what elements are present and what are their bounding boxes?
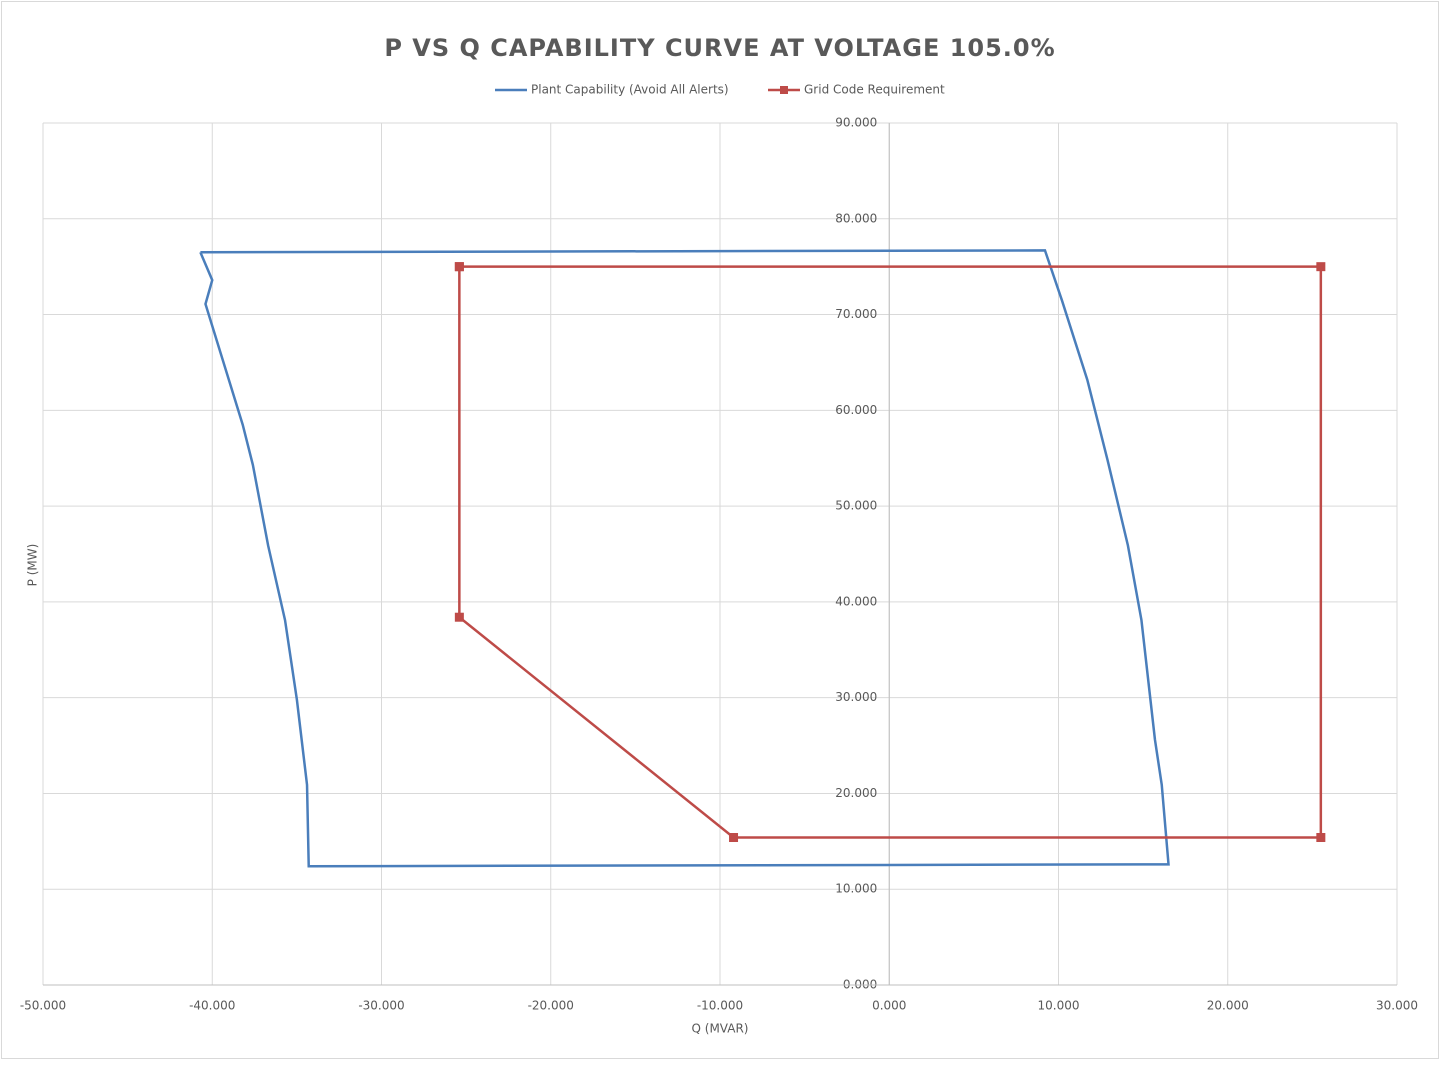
x-tick-label: 10.000 (1038, 999, 1080, 1013)
marker (1316, 262, 1326, 272)
series-line (458, 265, 1323, 839)
series-line (199, 249, 1170, 868)
y-tick-label: 80.000 (835, 211, 877, 225)
x-tick-label: -20.000 (528, 999, 574, 1013)
x-axis-label: Q (MVAR) (692, 1022, 749, 1036)
marker (454, 262, 464, 272)
y-tick-label: 40.000 (835, 594, 877, 608)
marker (729, 833, 739, 843)
y-tick-label: 20.000 (835, 786, 877, 800)
x-tick-label: -10.000 (697, 999, 743, 1013)
x-tick-label: -50.000 (20, 999, 66, 1013)
y-tick-label: 50.000 (835, 499, 877, 513)
legend-label: Grid Code Requirement (804, 83, 945, 97)
legend-label: Plant Capability (Avoid All Alerts) (531, 83, 729, 97)
x-tick-label: 20.000 (1207, 999, 1249, 1013)
y-axis-label: P (MW) (26, 544, 40, 587)
x-tick-label: 0.000 (872, 999, 906, 1013)
y-tick-label: 90.000 (835, 116, 877, 130)
y-tick-label: 10.000 (835, 882, 877, 896)
x-tick-label: 30.000 (1376, 999, 1418, 1013)
y-tick-label: 70.000 (835, 307, 877, 321)
y-tick-label: 30.000 (835, 690, 877, 704)
marker (454, 612, 464, 622)
legend-marker (780, 86, 788, 94)
chart-title: P VS Q CAPABILITY CURVE AT VOLTAGE 105.0… (384, 34, 1055, 62)
marker (1316, 833, 1326, 843)
x-tick-label: -30.000 (358, 999, 404, 1013)
x-tick-label: -40.000 (189, 999, 235, 1013)
y-tick-label: 60.000 (835, 403, 877, 417)
